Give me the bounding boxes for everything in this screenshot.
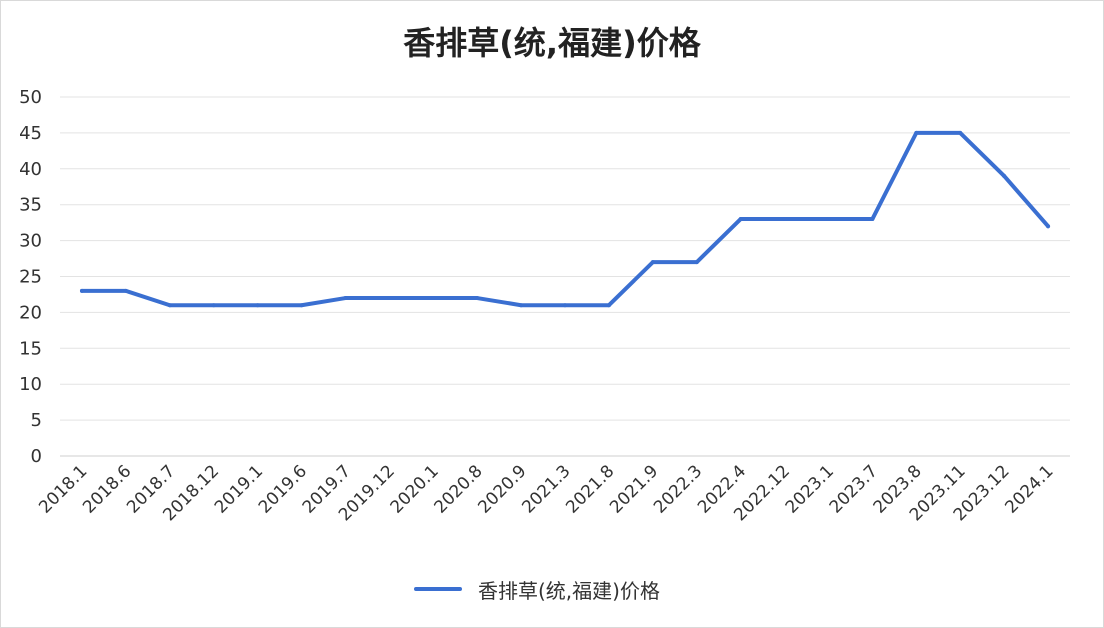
- data-point: [475, 296, 480, 301]
- data-point: [1002, 173, 1007, 178]
- data-point: [914, 130, 919, 135]
- chart-title: 香排草(统,福建)价格: [403, 24, 701, 62]
- y-tick-label: 0: [31, 446, 42, 467]
- legend-swatch: [414, 587, 462, 591]
- data-point: [958, 130, 963, 135]
- grid-lines: [60, 96, 1070, 457]
- y-tick-label: 45: [19, 123, 42, 144]
- x-tick-label: 2020.8: [431, 461, 487, 517]
- legend-label: 香排草(统,福建)价格: [478, 578, 660, 603]
- data-point: [387, 296, 392, 301]
- x-tick-label: 2023.7: [826, 461, 882, 517]
- x-axis-ticks: 2018.12018.62018.72018.122019.12019.6201…: [35, 461, 1057, 525]
- x-tick-label: 2020.9: [474, 461, 530, 517]
- data-point: [694, 260, 699, 265]
- y-tick-label: 15: [19, 338, 42, 359]
- data-point: [343, 296, 348, 301]
- data-point: [1046, 224, 1051, 229]
- x-tick-label: 2019.6: [255, 461, 311, 517]
- x-tick-label: 2022.3: [650, 461, 706, 517]
- data-point: [738, 217, 743, 222]
- x-tick-label: 2021.9: [606, 461, 662, 517]
- data-point: [650, 260, 655, 265]
- x-tick-label: 2024.1: [1001, 461, 1057, 517]
- data-point: [870, 217, 875, 222]
- y-axis-ticks: 0 5 10 15 20 25 30 35 40 45 50: [19, 87, 42, 467]
- y-tick-label: 30: [19, 231, 42, 252]
- data-point: [299, 303, 304, 308]
- x-tick-label: 2020.1: [387, 461, 443, 517]
- data-point: [782, 217, 787, 222]
- x-tick-label: 2021.3: [518, 461, 574, 517]
- data-point: [211, 303, 216, 308]
- x-tick-label: 2021.8: [562, 461, 618, 517]
- data-point: [431, 296, 436, 301]
- legend: 香排草(统,福建)价格: [414, 574, 660, 604]
- data-point: [606, 303, 611, 308]
- x-tick-label: 2018.6: [79, 461, 135, 517]
- data-point: [519, 303, 524, 308]
- data-point: [167, 303, 172, 308]
- data-point: [79, 288, 84, 293]
- data-point: [123, 288, 128, 293]
- y-tick-label: 50: [19, 87, 42, 108]
- y-tick-label: 40: [19, 159, 42, 180]
- x-tick-label: 2023.1: [782, 461, 838, 517]
- data-point: [826, 217, 831, 222]
- y-tick-label: 35: [19, 195, 42, 216]
- x-tick-label: 2018.1: [35, 461, 91, 517]
- y-tick-label: 5: [31, 410, 42, 431]
- series-line: [79, 130, 1051, 308]
- data-point: [563, 303, 567, 308]
- data-point: [255, 303, 260, 308]
- y-tick-label: 20: [19, 302, 42, 323]
- x-tick-label: 2019.1: [211, 461, 267, 517]
- y-tick-label: 25: [19, 267, 42, 288]
- y-tick-label: 10: [19, 374, 42, 395]
- series-layer: [79, 130, 1051, 308]
